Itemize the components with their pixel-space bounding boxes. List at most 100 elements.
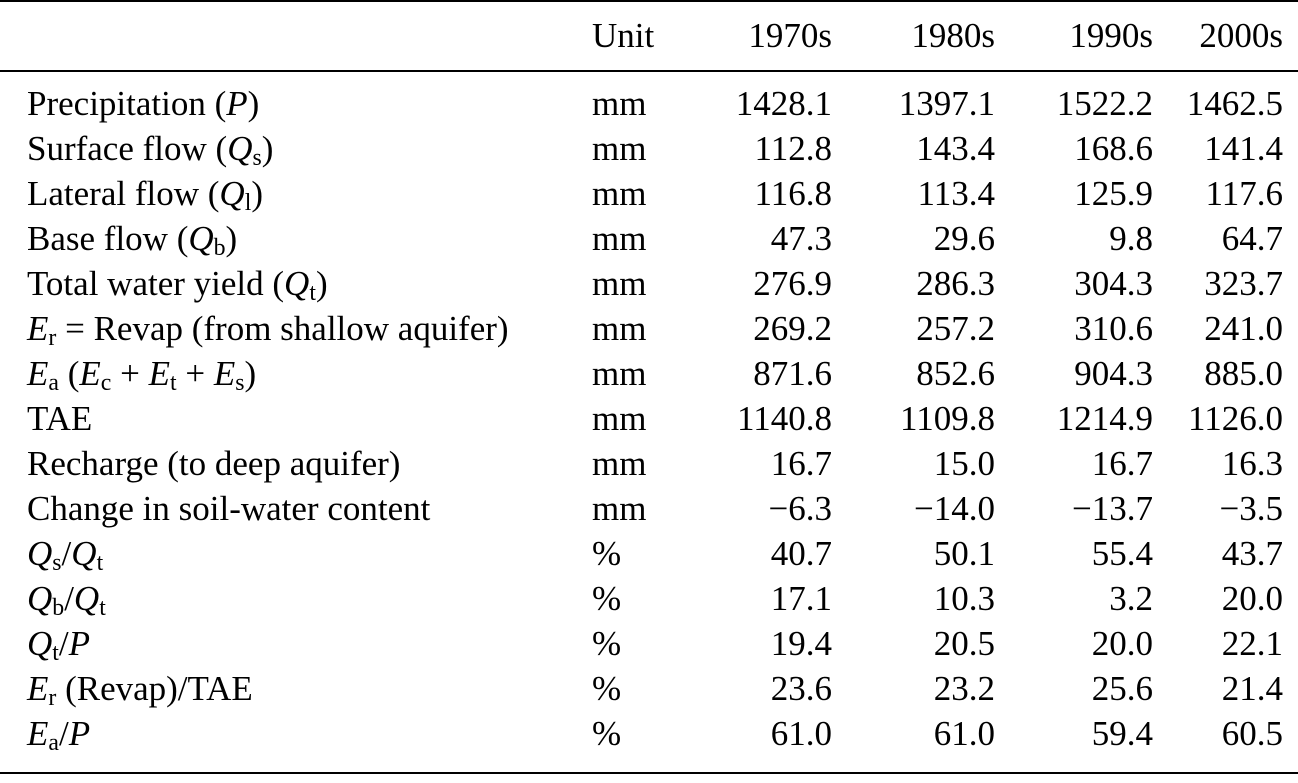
- row-value-1980s: 20.5: [933, 624, 995, 664]
- table-body: Precipitation (P) mm 1428.1 1397.1 1522.2 146…: [0, 71, 1298, 773]
- column-header-1970s: 1970s: [680, 1, 832, 72]
- row-value-1970s: 116.8: [754, 174, 832, 214]
- row-label: Qb/Qt: [27, 579, 106, 621]
- row-value-1970s: 47.3: [770, 219, 832, 259]
- row-value-1990s: 55.4: [1091, 534, 1153, 574]
- row-unit: mm: [592, 489, 647, 529]
- row-unit: mm: [592, 219, 647, 259]
- row-value-2000s: −3.5: [1219, 489, 1284, 529]
- row-unit: mm: [592, 174, 647, 214]
- table-row: Ea/P% 61.0 61.0 59.4 60.5: [0, 712, 1298, 773]
- row-value-1990s: 310.6: [1074, 309, 1153, 349]
- column-header-variable: [0, 1, 592, 72]
- row-unit: %: [592, 669, 622, 709]
- row-label: Ea (Ec + Et + Es): [27, 354, 257, 396]
- row-value-1970s: 23.6: [770, 669, 832, 709]
- row-value-2000s: 141.4: [1204, 129, 1283, 169]
- table-row: TAE mm 1140.8 1109.8 1214.9 1126.0: [0, 397, 1298, 442]
- row-value-1990s: 16.7: [1091, 444, 1153, 484]
- row-value-1990s: 304.3: [1074, 264, 1153, 304]
- table-row: Ea (Ec + Et + Es) mm 871.6 852.6 904.3 885.0: [0, 352, 1298, 397]
- column-header-unit: Unit: [592, 1, 680, 72]
- row-label: TAE: [27, 399, 93, 439]
- row-value-1980s: 10.3: [933, 579, 995, 619]
- row-value-1980s: 143.4: [916, 129, 995, 169]
- row-value-1990s: 904.3: [1074, 354, 1153, 394]
- table-row: Qt/P% 19.4 20.5 20.0 22.1: [0, 622, 1298, 667]
- row-value-1980s: 257.2: [916, 309, 995, 349]
- row-value-2000s: 43.7: [1221, 534, 1283, 574]
- row-value-2000s: 323.7: [1204, 264, 1283, 304]
- row-label: Precipitation (P): [27, 84, 260, 124]
- column-header-1980s: 1980s: [832, 1, 995, 72]
- row-value-1980s: 29.6: [933, 219, 995, 259]
- table-row: Base flow (Qb) mm 47.3 29.6 9.8 64.7: [0, 217, 1298, 262]
- row-value-1980s: −14.0: [914, 489, 995, 529]
- table-row: Er (Revap)/TAE% 23.6 23.2 25.6 21.4: [0, 667, 1298, 712]
- row-label: Base flow (Qb): [27, 219, 238, 261]
- row-value-2000s: 22.1: [1221, 624, 1283, 664]
- row-value-2000s: 64.7: [1221, 219, 1283, 259]
- row-unit: mm: [592, 264, 647, 304]
- row-value-1990s: 1214.9: [1056, 399, 1153, 439]
- row-value-1970s: 276.9: [753, 264, 832, 304]
- row-unit: %: [592, 579, 622, 619]
- row-value-1970s: 1140.8: [737, 399, 832, 439]
- row-value-1990s: 9.8: [1109, 219, 1153, 259]
- row-value-2000s: 1126.0: [1188, 399, 1283, 439]
- row-value-2000s: 1462.5: [1186, 84, 1283, 124]
- row-unit: %: [592, 714, 622, 754]
- row-value-1970s: −6.3: [768, 489, 833, 529]
- row-unit: mm: [592, 129, 647, 169]
- row-label: Recharge (to deep aquifer): [27, 444, 401, 484]
- table-header-row: Unit 1970s 1980s 1990s 2000s: [0, 1, 1298, 72]
- table-row: Qb/Qt% 17.1 10.3 3.2 20.0: [0, 577, 1298, 622]
- row-value-1980s: 286.3: [916, 264, 995, 304]
- row-value-1970s: 17.1: [770, 579, 832, 619]
- row-value-1990s: 3.2: [1109, 579, 1153, 619]
- row-value-1980s: 113.4: [917, 174, 995, 214]
- row-label: Er = Revap (from shallow aquifer): [27, 309, 509, 351]
- row-value-1980s: 15.0: [933, 444, 995, 484]
- row-value-2000s: 885.0: [1204, 354, 1283, 394]
- table-row: Precipitation (P) mm 1428.1 1397.1 1522.2 146…: [0, 71, 1298, 127]
- row-value-1970s: 1428.1: [735, 84, 832, 124]
- table-row: Change in soil-water content mm −6.3 −14.0 −…: [0, 487, 1298, 532]
- row-unit: mm: [592, 399, 647, 439]
- row-unit: mm: [592, 354, 647, 394]
- row-value-1990s: −13.7: [1072, 489, 1153, 529]
- table-row: Er = Revap (from shallow aquifer) mm 269.2…: [0, 307, 1298, 352]
- row-label: Total water yield (Qt): [27, 264, 328, 306]
- row-value-1990s: 59.4: [1091, 714, 1153, 754]
- row-value-2000s: 60.5: [1221, 714, 1283, 754]
- row-label: Qs/Qt: [27, 534, 104, 576]
- row-value-2000s: 21.4: [1221, 669, 1283, 709]
- row-label: Er (Revap)/TAE: [27, 669, 253, 711]
- table-row: Total water yield (Qt) mm 276.9 286.3 304.3 3…: [0, 262, 1298, 307]
- row-value-1980s: 852.6: [916, 354, 995, 394]
- row-label: Surface flow (Qs): [27, 129, 274, 171]
- row-unit: %: [592, 624, 622, 664]
- row-label: Lateral flow (Ql): [27, 174, 263, 216]
- row-value-1980s: 23.2: [933, 669, 995, 709]
- table-row: Lateral flow (Ql) mm 116.8 113.4 125.9 117.6: [0, 172, 1298, 217]
- row-value-1990s: 125.9: [1074, 174, 1153, 214]
- row-value-2000s: 20.0: [1221, 579, 1283, 619]
- row-value-1970s: 269.2: [753, 309, 832, 349]
- column-header-1990s: 1990s: [995, 1, 1153, 72]
- row-unit: mm: [592, 444, 647, 484]
- row-value-1970s: 40.7: [770, 534, 832, 574]
- column-header-2000s: 2000s: [1153, 1, 1298, 72]
- row-value-1990s: 20.0: [1091, 624, 1153, 664]
- row-value-1980s: 1397.1: [898, 84, 995, 124]
- table-row: Surface flow (Qs) mm 112.8 143.4 168.6 141.4: [0, 127, 1298, 172]
- row-value-2000s: 117.6: [1205, 174, 1283, 214]
- row-value-1980s: 61.0: [933, 714, 995, 754]
- row-value-1970s: 16.7: [770, 444, 832, 484]
- row-label: Qt/P: [27, 624, 91, 666]
- row-label: Change in soil-water content: [27, 489, 431, 529]
- row-value-2000s: 241.0: [1204, 309, 1283, 349]
- row-unit: mm: [592, 309, 647, 349]
- row-unit: %: [592, 534, 622, 574]
